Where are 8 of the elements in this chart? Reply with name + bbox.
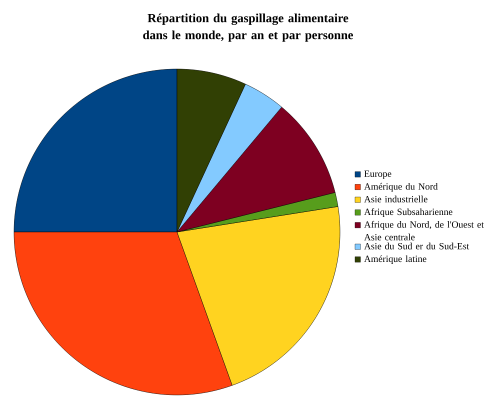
legend-label: Afrique Subsaharienne xyxy=(364,208,452,218)
legend-label: Asie du Sud er du Sud-Est xyxy=(364,242,470,250)
chart-title: Répartition du gaspillage alimentaire dans le monde, par an et par personne xyxy=(143,14,354,42)
legend-label: Amérique du Nord xyxy=(364,182,438,192)
legend-label: Amérique latine xyxy=(364,255,426,264)
legend-label: Afrique du Nord, de l'Ouest et Asie centrale xyxy=(364,220,484,240)
legend-label: Asie industrielle xyxy=(364,196,428,202)
legend-label: Europe xyxy=(364,170,392,179)
